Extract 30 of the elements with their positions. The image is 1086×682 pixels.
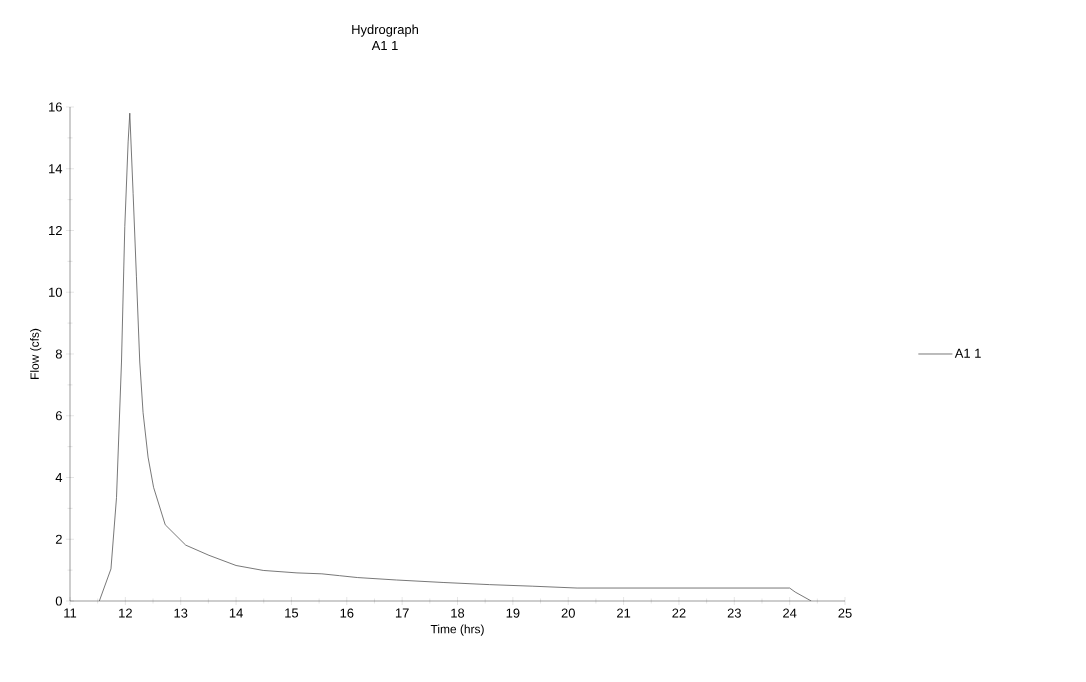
x-tick-label: 12 [119,608,132,618]
legend-label: A1 1 [954,348,981,358]
x-tick-label: 16 [340,608,354,618]
x-tick-label: 17 [395,608,409,618]
x-tick-label: 25 [838,608,852,618]
chart-title: Hydrograph [352,24,418,37]
y-tick-label: 8 [55,349,62,359]
x-axis-title: Time (hrs) [430,624,484,636]
x-tick-label: 13 [174,608,188,618]
y-tick-label: 0 [55,596,62,606]
x-tick-label: 19 [506,608,520,618]
x-tick-label: 21 [617,608,631,618]
x-tick-label: 20 [561,608,575,618]
y-tick-label: 10 [49,287,62,297]
x-tick-label: 24 [783,608,797,618]
y-tick-label: 2 [55,534,62,544]
y-tick-label: 14 [49,164,63,174]
x-tick-label: 11 [64,608,77,618]
y-axis-title: Flow (cfs) [30,328,42,379]
x-tick-label: 15 [285,608,299,618]
y-tick-label: 4 [55,473,63,482]
x-tick-label: 23 [727,608,741,618]
line-series [98,112,812,601]
chart-subtitle: A1 1 [371,41,398,50]
x-tick-label: 14 [229,608,243,618]
y-tick-label: 16 [49,102,62,112]
x-tick-label: 22 [672,608,686,618]
x-tick-label: 18 [451,608,465,618]
y-tick-label: 12 [49,225,62,236]
y-tick-label: 6 [55,411,62,421]
